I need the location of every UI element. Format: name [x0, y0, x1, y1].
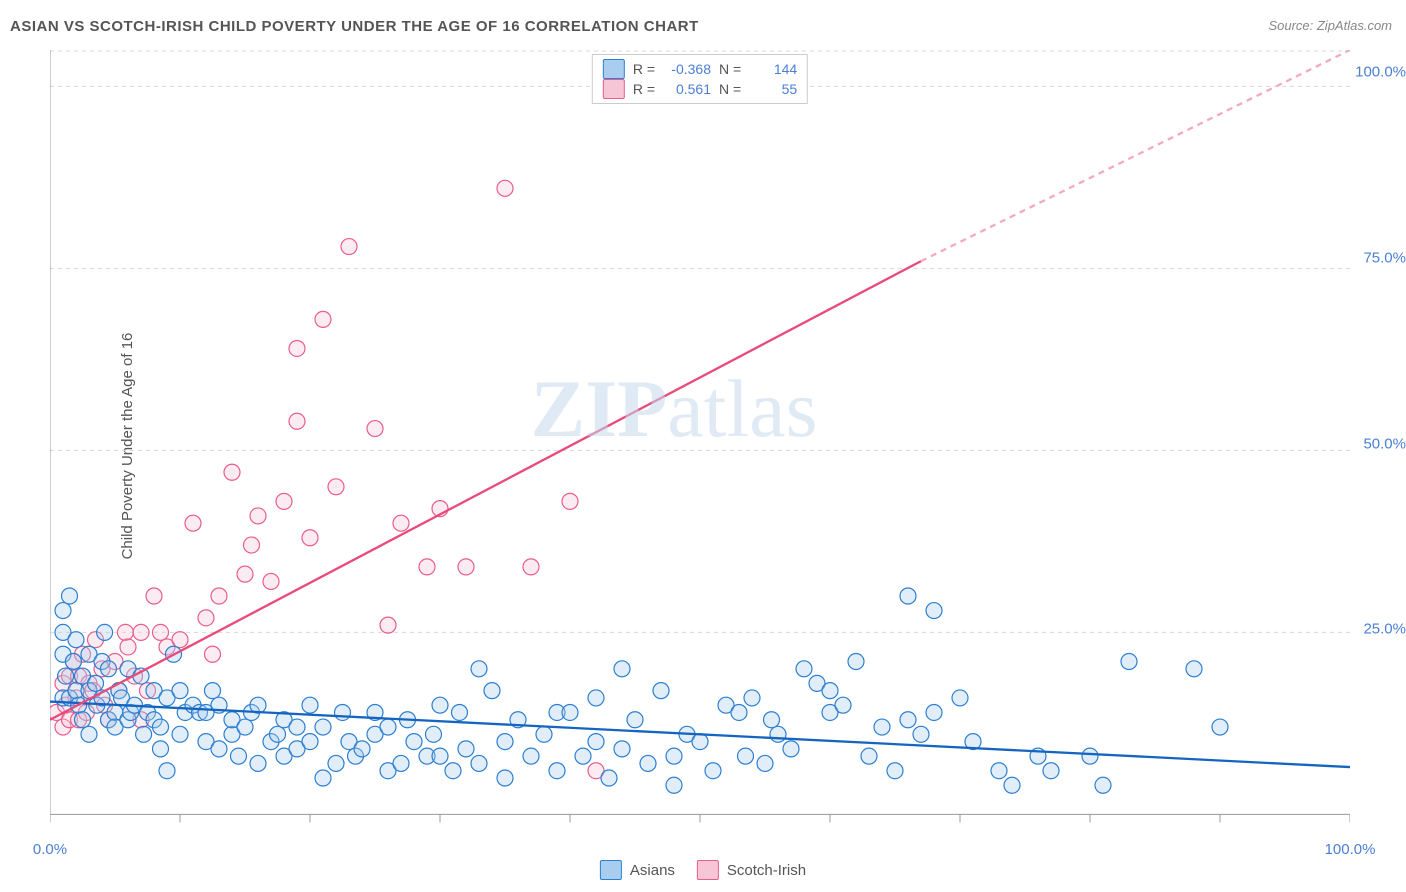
- source-attribution: Source: ZipAtlas.com: [1268, 18, 1392, 33]
- n-label: N =: [719, 81, 741, 97]
- n-label: N =: [719, 61, 741, 77]
- swatch-icon: [603, 59, 625, 79]
- r-label: R =: [633, 81, 655, 97]
- legend-label-scotch: Scotch-Irish: [727, 862, 806, 879]
- legend-item-scotch: Scotch-Irish: [697, 860, 806, 880]
- swatch-icon: [697, 860, 719, 880]
- swatch-icon: [603, 79, 625, 99]
- x-tick-100: 100.0%: [1325, 841, 1376, 858]
- y-tick-75: 75.0%: [1363, 250, 1406, 267]
- y-tick-25: 25.0%: [1363, 621, 1406, 638]
- plot-area: ZIPatlas 25.0% 50.0% 75.0% 100.0% 0.0% 1…: [50, 50, 1350, 830]
- n-value-scotch: 55: [749, 81, 797, 97]
- bottom-legend: Asians Scotch-Irish: [600, 860, 806, 880]
- legend-label-asians: Asians: [630, 862, 675, 879]
- y-tick-100: 100.0%: [1355, 64, 1406, 81]
- y-tick-50: 50.0%: [1363, 435, 1406, 452]
- r-label: R =: [633, 61, 655, 77]
- stats-row-asians: R = -0.368 N = 144: [603, 59, 797, 79]
- r-value-scotch: 0.561: [663, 81, 711, 97]
- chart-title: ASIAN VS SCOTCH-IRISH CHILD POVERTY UNDE…: [10, 18, 699, 35]
- scatter-chart: [50, 50, 1350, 830]
- stats-box: R = -0.368 N = 144 R = 0.561 N = 55: [592, 54, 808, 104]
- swatch-icon: [600, 860, 622, 880]
- stats-row-scotch: R = 0.561 N = 55: [603, 79, 797, 99]
- legend-item-asians: Asians: [600, 860, 675, 880]
- r-value-asians: -0.368: [663, 61, 711, 77]
- x-tick-0: 0.0%: [33, 841, 67, 858]
- n-value-asians: 144: [749, 61, 797, 77]
